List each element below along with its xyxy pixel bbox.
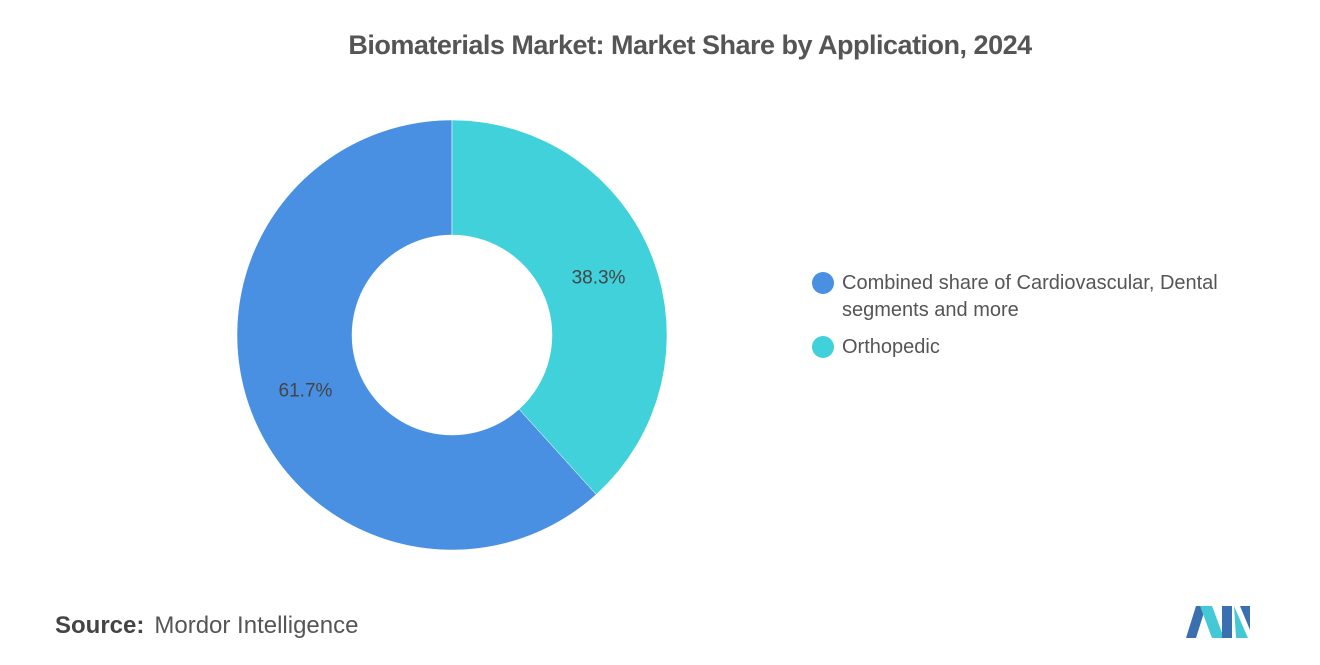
source: Source: Mordor Intelligence [55, 612, 358, 640]
legend-item: Orthopedic [812, 334, 1292, 361]
legend-marker [812, 272, 834, 294]
legend-marker [812, 336, 834, 358]
donut-slice [451, 119, 668, 495]
legend-label: Orthopedic [842, 336, 940, 358]
chart-title: Biomaterials Market: Market Share by App… [348, 30, 1032, 60]
data-label: 38.3% [572, 268, 626, 289]
donut-slice [236, 119, 597, 551]
logo-shape [1240, 606, 1250, 630]
logo-shape [1200, 606, 1224, 638]
data-label: 61.7% [279, 380, 333, 401]
logo [1186, 606, 1250, 638]
legend-item: Combined share of Cardiovascular, Dental… [812, 270, 1292, 324]
legend-label: Combined share of Cardiovascular, Dental… [842, 272, 1218, 321]
logo-shape [1222, 606, 1232, 638]
legend: Combined share of Cardiovascular, Dental… [812, 270, 1292, 371]
source-name: Mordor Intelligence [154, 612, 359, 639]
logo-shape [1186, 606, 1206, 638]
source-label: Source: [55, 612, 145, 639]
logo-shape [1234, 606, 1248, 638]
